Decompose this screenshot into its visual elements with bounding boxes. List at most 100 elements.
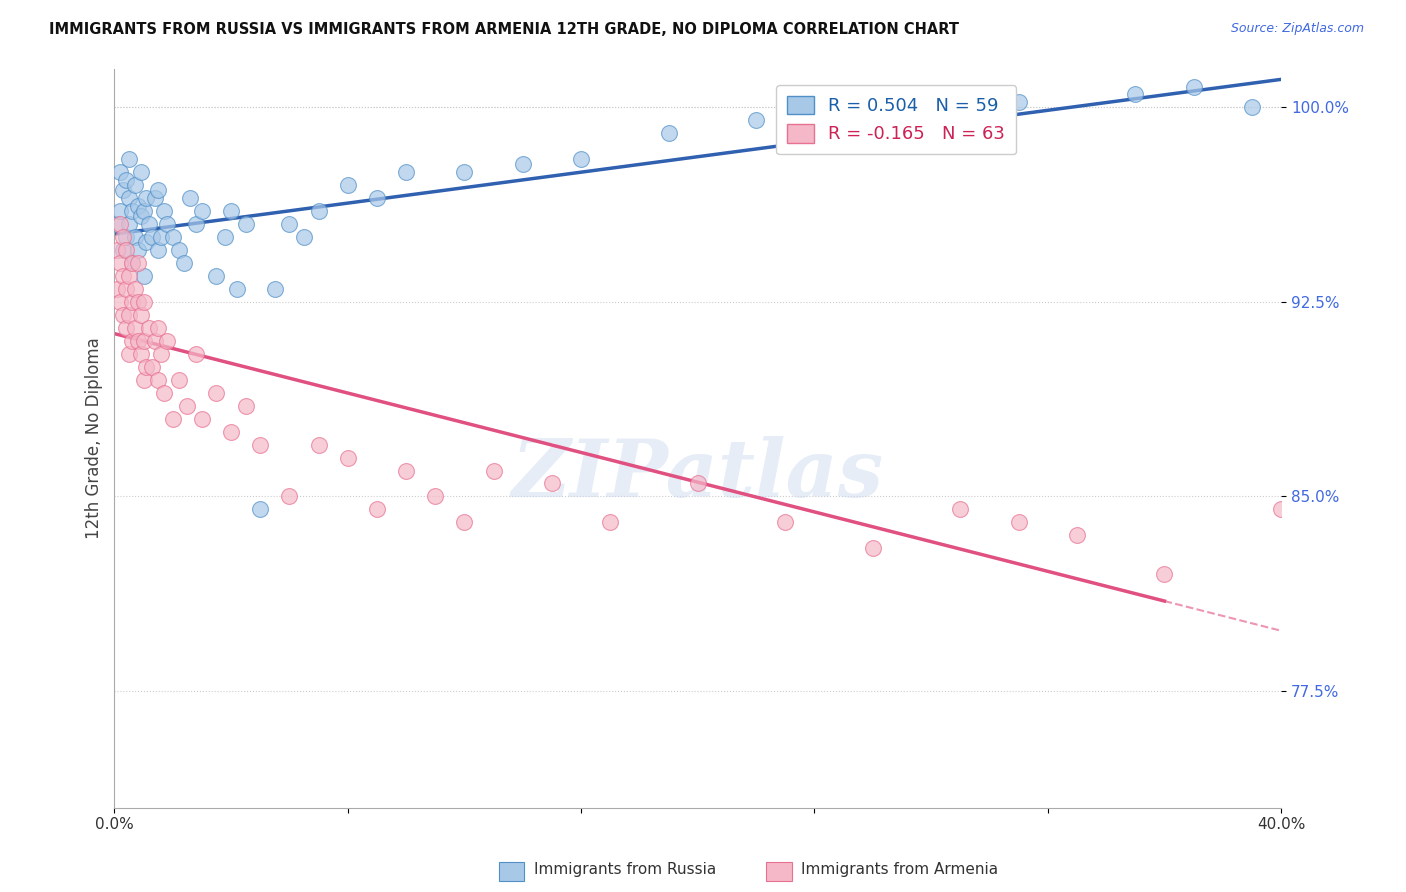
Point — [121, 256, 143, 270]
Point — [124, 282, 146, 296]
Point — [129, 165, 152, 179]
Point — [1066, 528, 1088, 542]
Point — [135, 191, 157, 205]
Point — [482, 463, 505, 477]
Text: Source: ZipAtlas.com: Source: ZipAtlas.com — [1230, 22, 1364, 36]
Point — [129, 347, 152, 361]
Point — [115, 282, 138, 296]
Point — [214, 230, 236, 244]
Point — [143, 334, 166, 348]
Point — [110, 204, 132, 219]
Point — [146, 183, 169, 197]
Point — [132, 268, 155, 283]
Point — [110, 256, 132, 270]
Point — [118, 268, 141, 283]
Point — [121, 204, 143, 219]
Point — [263, 282, 285, 296]
Point — [205, 268, 228, 283]
Point — [226, 282, 249, 296]
Point — [132, 334, 155, 348]
Point — [146, 373, 169, 387]
Point — [105, 282, 128, 296]
Point — [138, 217, 160, 231]
Text: Immigrants from Armenia: Immigrants from Armenia — [801, 863, 998, 877]
Point — [118, 347, 141, 361]
Point — [366, 191, 388, 205]
Point — [453, 165, 475, 179]
Point — [191, 411, 214, 425]
Point — [569, 153, 592, 167]
Point — [115, 243, 138, 257]
Point — [173, 256, 195, 270]
Point — [127, 199, 149, 213]
Point — [141, 359, 163, 374]
Point — [425, 490, 447, 504]
Point — [184, 347, 207, 361]
Point — [105, 217, 128, 231]
Point — [124, 230, 146, 244]
Point — [1123, 87, 1146, 102]
Point — [105, 243, 128, 257]
Point — [132, 373, 155, 387]
Point — [115, 173, 138, 187]
Point — [150, 230, 173, 244]
Point — [112, 268, 135, 283]
Point — [167, 373, 190, 387]
Point — [235, 399, 257, 413]
Point — [121, 256, 143, 270]
Point — [278, 217, 301, 231]
Point — [1270, 502, 1292, 516]
Point — [153, 204, 176, 219]
Point — [249, 437, 271, 451]
Point — [118, 153, 141, 167]
Point — [153, 385, 176, 400]
Point — [124, 178, 146, 193]
Point — [150, 347, 173, 361]
Point — [138, 321, 160, 335]
Point — [686, 476, 709, 491]
Point — [292, 230, 315, 244]
Point — [127, 334, 149, 348]
Point — [745, 113, 768, 128]
Point — [1007, 95, 1029, 110]
Point — [1182, 79, 1205, 94]
Point — [1007, 516, 1029, 530]
Point — [115, 321, 138, 335]
Point — [1240, 100, 1263, 114]
Y-axis label: 12th Grade, No Diploma: 12th Grade, No Diploma — [86, 337, 103, 539]
Text: IMMIGRANTS FROM RUSSIA VS IMMIGRANTS FROM ARMENIA 12TH GRADE, NO DIPLOMA CORRELA: IMMIGRANTS FROM RUSSIA VS IMMIGRANTS FRO… — [49, 22, 959, 37]
Point — [112, 308, 135, 322]
Point — [775, 516, 797, 530]
Point — [143, 191, 166, 205]
Point — [110, 294, 132, 309]
Point — [141, 230, 163, 244]
Point — [156, 334, 179, 348]
Point — [112, 183, 135, 197]
Point — [121, 334, 143, 348]
Point — [219, 204, 242, 219]
Point — [308, 204, 330, 219]
Point — [118, 217, 141, 231]
Point — [129, 308, 152, 322]
Point — [862, 541, 884, 556]
Point — [121, 294, 143, 309]
Point — [118, 308, 141, 322]
Point — [162, 411, 184, 425]
Point — [127, 243, 149, 257]
Point — [146, 321, 169, 335]
Text: Immigrants from Russia: Immigrants from Russia — [534, 863, 717, 877]
Point — [658, 127, 681, 141]
Point — [112, 230, 135, 244]
Point — [453, 516, 475, 530]
Point — [395, 463, 418, 477]
Point — [205, 385, 228, 400]
Point — [249, 502, 271, 516]
Point — [135, 235, 157, 250]
Point — [1153, 567, 1175, 582]
Point — [235, 217, 257, 231]
Point — [124, 321, 146, 335]
Point — [146, 243, 169, 257]
Point — [278, 490, 301, 504]
Point — [179, 191, 201, 205]
Point — [862, 100, 884, 114]
